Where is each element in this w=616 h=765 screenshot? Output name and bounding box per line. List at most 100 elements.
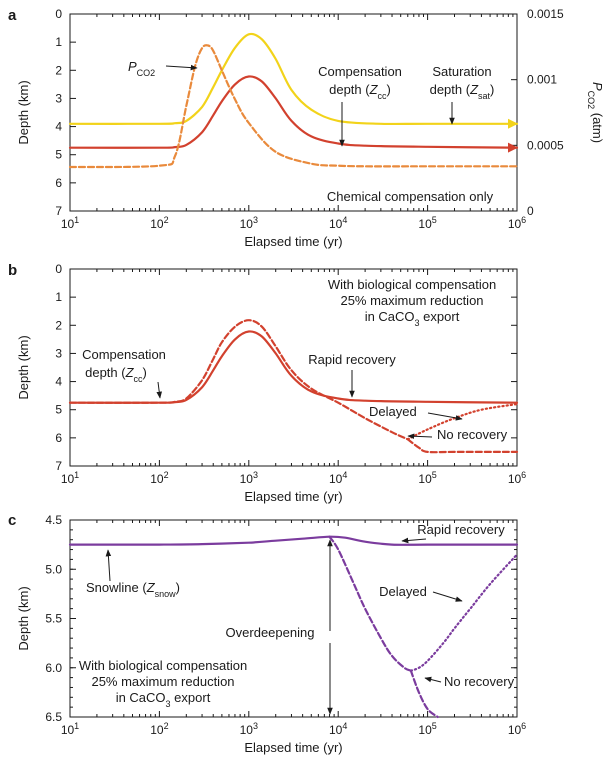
y-tick-label: 1 [55,290,62,304]
snow-arrow [105,549,112,582]
norec-arrow [407,433,433,440]
x-tick-label: 104 [329,470,347,486]
annotation-bio1: With biological compensation [328,277,496,292]
annotation-bio1: With biological compensation [79,658,247,673]
annotation-overdeep: Overdeepening [226,625,315,640]
y-tick-label: 0 [55,7,62,21]
x-tick-label: 103 [240,721,258,737]
y-tick-label: 4 [55,375,62,389]
panel-label: b [8,262,17,279]
annotation-norec: No recovery [437,427,508,442]
pco2-arrow [165,64,198,71]
x-tick-label: 102 [150,470,168,486]
annotation-delayed: Delayed [369,404,417,419]
series-arrowhead [508,142,518,153]
y-tick-label: 7 [55,204,62,218]
x-axis-label: Elapsed time (yr) [244,740,342,755]
y-axis-label: Depth (km) [16,80,31,144]
series-line-bio [68,319,409,441]
x-axis-label: Elapsed time (yr) [244,234,342,249]
y-tick-label: 5.0 [45,562,62,576]
x-tick-label: 106 [508,721,526,737]
series-line-rapid [68,535,519,546]
y-tick-label: 0 [55,262,62,276]
x-tick-label: 104 [329,215,347,231]
series-line-bio [328,535,412,672]
delayed-arrow [432,591,463,602]
y2-tick-label: 0.0015 [527,7,564,21]
x-tick-label: 105 [418,470,436,486]
y-tick-label: 5.5 [45,612,62,626]
y-tick-label: 3 [55,346,62,360]
y-tick-label: 6.0 [45,661,62,675]
series-line-yellow-0 [68,32,519,126]
x-tick-label: 101 [61,470,79,486]
y-tick-label: 6 [55,431,62,445]
y-tick-label: 4 [55,120,62,134]
annotation-chem: Chemical compensation only [327,189,494,204]
delayed-arrow [427,412,463,421]
x-tick-label: 101 [61,721,79,737]
series-line-rapid [68,330,519,404]
series-line-delayed [409,553,519,672]
series-arrowhead [508,118,518,129]
plot-frame [69,268,518,467]
y-tick-label: 6 [55,176,62,190]
y-tick-label: 5 [55,403,62,417]
series-line-orange-2 [68,44,519,169]
annotation-comp1: Compensation [82,347,166,362]
y-tick-label: 2 [55,318,62,332]
y-axis-label: Depth (km) [16,335,31,399]
y-tick-label: 3 [55,91,62,105]
x-tick-label: 103 [240,215,258,231]
annotation-snow: Snowline (Zsnow) [86,580,180,599]
x-tick-label: 105 [418,721,436,737]
x-tick-label: 106 [508,470,526,486]
annotation-bio2: 25% maximum reduction [91,674,234,689]
annotation-bio3: in CaCO3 export [116,690,211,709]
annotation-comp2: depth (Zcc) [329,82,391,101]
series-line-norecovery [409,669,439,719]
x-tick-label: 104 [329,721,347,737]
series-line-delayed [406,403,519,441]
panel-c: c 101 102 103 104 105 106 4.5 5.0 5.5 6.0 6.5 Elapse… [8,512,526,755]
annotation-norec: No recovery [444,674,515,689]
panel-label: c [8,512,16,529]
y-axis-label: Depth (km) [16,586,31,650]
annotation-rapid: Rapid recovery [308,352,396,367]
y-tick-label: 6.5 [45,710,62,724]
norec-arrow [424,676,442,683]
annotation-sat1: Saturation [432,64,491,79]
annotation-bio2: 25% maximum reduction [340,293,483,308]
y-tick-label: 5 [55,148,62,162]
rapid-arrow [401,537,427,544]
annotation-comp1: Compensation [318,64,402,79]
y2-tick-label: 0.0005 [527,138,564,152]
y-tick-label: 4.5 [45,513,62,527]
comp-arrow [156,381,162,399]
annotation-comp2: depth (Zcc) [85,365,147,384]
plot-frame [69,13,518,212]
annotation-pco2: PCO2 [128,59,155,78]
series-line-norecovery [406,438,519,454]
y2-tick-label: 0 [527,204,534,218]
y-tick-label: 7 [55,459,62,473]
x-tick-label: 102 [150,721,168,737]
series-line-red-1 [68,75,519,149]
y-tick-label: 1 [55,35,62,49]
y2-tick-label: 0.001 [527,73,557,87]
x-axis-label: Elapsed time (yr) [244,489,342,504]
x-tick-label: 101 [61,215,79,231]
annotation-delayed: Delayed [379,584,427,599]
panel-label: a [8,7,17,24]
annotation-bio3: in CaCO3 export [365,309,460,328]
x-tick-label: 106 [508,215,526,231]
annotation-sat2: depth (Zsat) [430,82,495,101]
panel-b: b 101 102 103 104 105 106 0 1 2 3 4 5 6 7 Elapsed time … [8,262,526,504]
x-tick-label: 103 [240,470,258,486]
x-tick-label: 105 [418,215,436,231]
annotation-rapid: Rapid recovery [417,522,505,537]
y-tick-label: 2 [55,63,62,77]
